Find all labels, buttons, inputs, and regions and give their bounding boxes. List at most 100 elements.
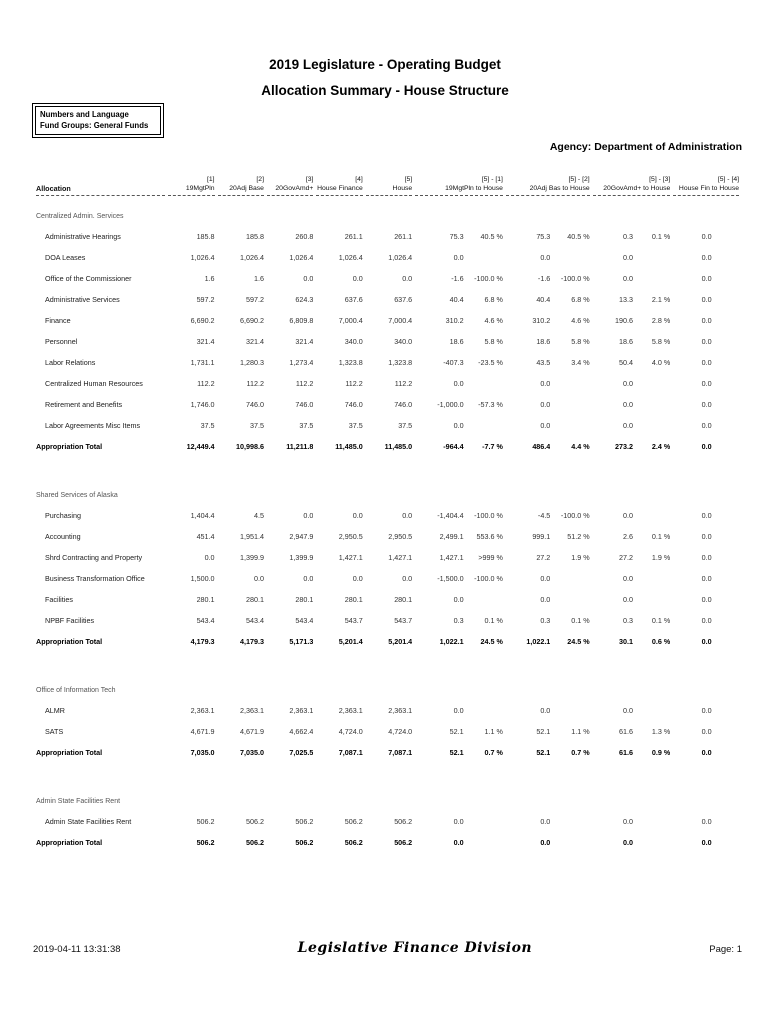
total-row: Appropriation Total 7,035.0 7,035.0 7,025.5…: [36, 742, 739, 763]
value-cell: [467, 247, 503, 268]
value-cell: 340.0: [344, 337, 363, 346]
value-cell: 112.2: [197, 379, 215, 388]
col-header-diff-5-4: [5] - [4] House Fin to House: [673, 176, 739, 196]
value-cell: 40.4: [449, 295, 464, 304]
value-cell: 7,087.1: [338, 748, 363, 757]
value-cell: 52.1: [536, 727, 551, 736]
value-cell: 0.0: [701, 295, 712, 304]
data-row: Labor Agreements Misc Items 37.5 37.5 37.5 3…: [36, 415, 739, 436]
value-cell: 0.0: [453, 379, 464, 388]
value-cell: [553, 589, 589, 610]
value-cell: 1,399.9: [239, 553, 264, 562]
value-cell: 0.1 %: [651, 616, 671, 625]
value-cell: 2.4 %: [651, 442, 671, 451]
value-cell: -100.0 %: [560, 274, 590, 283]
total-label: Appropriation Total: [36, 748, 103, 757]
total-label: Appropriation Total: [36, 838, 103, 847]
value-cell: 1.6: [204, 274, 215, 283]
value-cell: 0.1 %: [484, 616, 503, 625]
value-cell: 624.3: [295, 295, 314, 304]
data-row: Administrative Hearings 185.8 185.8 260.8 26…: [36, 226, 739, 247]
value-cell: 0.6 %: [651, 637, 671, 646]
value-cell: 6,809.8: [289, 316, 314, 325]
col-header-allocation: Allocation: [36, 176, 166, 196]
value-cell: 0.0: [701, 748, 712, 757]
value-cell: 506.2: [295, 817, 314, 826]
data-row: Purchasing 1,404.4 4.5 0.0 0.0 0.0 -1,404.4 -10…: [36, 505, 739, 526]
value-cell: 0.7 %: [571, 748, 590, 757]
value-cell: 746.0: [295, 400, 314, 409]
col-header-diff-5-2: [5] - [2] 20Adj Bas to House: [505, 176, 590, 196]
value-cell: 4,179.3: [190, 637, 215, 646]
value-cell: 0.0: [623, 817, 633, 826]
value-cell: 260.8: [295, 232, 314, 241]
value-cell: 4,662.4: [289, 727, 314, 736]
value-cell: 2,363.1: [338, 706, 363, 715]
value-cell: 1,026.4: [289, 253, 314, 262]
value-cell: 185.8: [196, 232, 215, 241]
data-row: Labor Relations 1,731.1 1,280.3 1,273.4 1,32…: [36, 352, 739, 373]
allocation-table-body: Centralized Admin. Services Administrativ…: [36, 196, 739, 871]
value-cell: 0.0: [701, 511, 712, 520]
agency-label: Agency:: [549, 141, 592, 153]
data-row: Retirement and Benefits 1,746.0 746.0 746.0…: [36, 394, 739, 415]
section-title: Office of Information Tech: [36, 687, 116, 694]
gap-row: [36, 853, 739, 871]
data-row: Admin State Facilities Rent 506.2 506.2 506…: [36, 811, 739, 832]
data-row: Accounting 451.4 1,951.4 2,947.9 2,950.5 2,95…: [36, 526, 739, 547]
value-cell: 506.2: [196, 838, 215, 847]
data-row: DOA Leases 1,026.4 1,026.4 1,026.4 1,026.4 1,…: [36, 247, 739, 268]
value-cell: 37.5: [249, 421, 264, 430]
value-cell: 0.1 %: [651, 232, 671, 241]
value-cell: 10,998.6: [235, 442, 264, 451]
allocation-label: Business Transformation Office: [45, 574, 145, 583]
value-cell: 2,947.9: [289, 532, 314, 541]
value-cell: 5,171.3: [289, 637, 314, 646]
value-cell: 310.2: [445, 316, 464, 325]
value-cell: 340.0: [394, 337, 413, 346]
value-cell: 0.0: [540, 253, 551, 262]
value-cell: 43.5: [536, 358, 551, 367]
value-cell: [467, 811, 503, 832]
value-cell: -1,000.0: [437, 400, 464, 409]
section-row: Centralized Admin. Services: [36, 196, 739, 226]
value-cell: 112.2: [246, 379, 264, 388]
report-subtitle: Allocation Summary - House Structure: [261, 83, 509, 98]
value-cell: 1,026.4: [239, 253, 264, 262]
data-row: Shrd Contracting and Property 0.0 1,399.9 1…: [36, 547, 739, 568]
value-cell: 1,280.3: [239, 358, 264, 367]
value-cell: -1,500.0: [437, 574, 464, 583]
value-cell: 37.5: [348, 421, 363, 430]
value-cell: 52.1: [536, 748, 551, 757]
section-row: Admin State Facilities Rent: [36, 781, 739, 811]
value-cell: 0.0: [701, 316, 712, 325]
value-cell: 0.0: [701, 337, 712, 346]
value-cell: 0.0: [540, 574, 551, 583]
value-cell: 0.0: [453, 421, 464, 430]
value-cell: 37.5: [299, 421, 314, 430]
value-cell: [553, 811, 589, 832]
value-cell: 1,404.4: [190, 511, 215, 520]
value-cell: 506.2: [295, 838, 314, 847]
col-header-3-20govamd: [3] 20GovAmd+: [266, 176, 314, 196]
value-cell: 40.5 %: [480, 232, 503, 241]
value-cell: 61.6: [619, 748, 633, 757]
total-label: Appropriation Total: [36, 442, 103, 451]
allocation-table: Allocation [1] 19MgtPln [2] 20Adj Base […: [33, 176, 742, 871]
value-cell: 75.3: [536, 232, 551, 241]
value-cell: 0.0: [701, 442, 712, 451]
value-cell: 0.0: [453, 838, 464, 847]
value-cell: -7.7 %: [482, 442, 503, 451]
value-cell: 112.2: [295, 379, 314, 388]
value-cell: 2,363.1: [388, 706, 413, 715]
value-cell: 506.2: [245, 838, 264, 847]
value-cell: 185.8: [245, 232, 264, 241]
value-cell: 280.1: [394, 595, 413, 604]
value-cell: 1,427.1: [338, 553, 363, 562]
value-cell: 5,201.4: [388, 637, 413, 646]
value-cell: 0.0: [701, 727, 712, 736]
value-cell: [636, 415, 670, 436]
value-cell: 0.0: [303, 511, 314, 520]
agency-line: Agency: Department of Administration: [550, 141, 742, 153]
value-cell: [636, 589, 670, 610]
